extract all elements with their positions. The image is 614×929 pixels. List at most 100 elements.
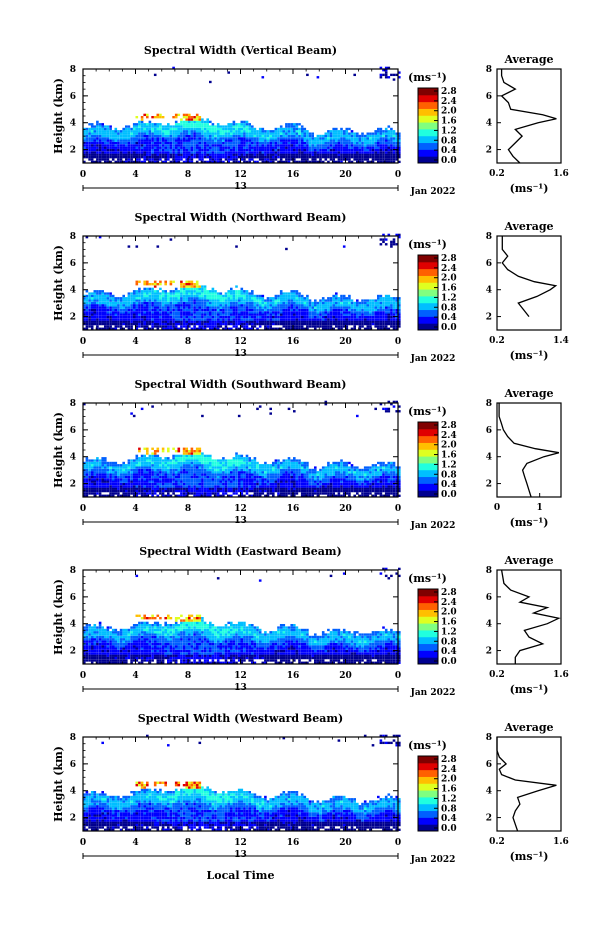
heatmap-cell — [232, 318, 236, 321]
heatmap-cell — [240, 306, 244, 309]
heatmap-cell — [135, 315, 139, 319]
heatmap-cell — [198, 485, 202, 488]
heatmap-cell — [209, 489, 212, 493]
heatmap-cell — [232, 292, 236, 295]
heatmap-cell — [148, 306, 152, 309]
heatmap-cell — [395, 141, 398, 145]
heatmap-cell — [235, 285, 238, 288]
heatmap-cell — [138, 492, 141, 495]
heatmap-cell — [127, 320, 131, 323]
heatmap-cell — [182, 311, 186, 314]
heatmap-cell — [269, 132, 272, 135]
heatmap-cell — [214, 478, 217, 481]
heatmap-cell — [235, 134, 238, 138]
heatmap-cell — [350, 146, 354, 149]
heatmap-cell — [329, 134, 333, 138]
x-tick-label: 4 — [132, 170, 138, 180]
heatmap-cell — [379, 158, 383, 161]
heatmap-cell — [340, 134, 343, 138]
heatmap-cell — [290, 137, 293, 140]
heatmap-cell — [138, 130, 141, 133]
heatmap-cell — [114, 473, 118, 476]
heatmap-cell — [114, 297, 118, 300]
heatmap-cell — [219, 156, 223, 159]
heatmap-cell — [198, 318, 202, 321]
heatmap-cell — [83, 297, 86, 300]
heatmap-cell — [395, 137, 398, 140]
heatmap-cell — [151, 306, 154, 309]
heatmap-cell — [85, 148, 89, 152]
heatmap-cell — [122, 144, 125, 147]
heatmap-cell — [140, 454, 144, 458]
heatmap-cell — [90, 139, 94, 142]
y-axis-label: Height (km) — [52, 78, 65, 154]
heatmap-cell — [146, 447, 149, 450]
heatmap-cell — [277, 141, 280, 145]
heatmap-cell — [143, 283, 146, 286]
heatmap-cell — [245, 299, 249, 302]
heatmap-cell — [111, 489, 115, 493]
heatmap-cell — [211, 287, 215, 291]
heatmap-cell — [251, 137, 254, 140]
heatmap-cell — [182, 322, 186, 326]
heatmap-cell — [106, 299, 110, 302]
heatmap-cell — [232, 127, 236, 131]
heatmap-cell — [185, 464, 188, 467]
heatmap-cell — [159, 315, 162, 319]
heatmap-cell — [214, 311, 217, 314]
heatmap-cell — [90, 306, 94, 309]
heatmap-cell — [287, 325, 291, 328]
heatmap-cell — [350, 299, 354, 302]
heatmap-cell — [135, 311, 139, 314]
heatmap-cell — [119, 139, 123, 142]
heatmap-cell — [159, 151, 162, 154]
heatmap-cell — [85, 139, 89, 142]
heatmap-cell — [387, 297, 391, 300]
heatmap-cell — [251, 322, 254, 326]
heatmap-cell — [96, 299, 99, 302]
heatmap-cell — [88, 146, 91, 149]
heatmap-cell — [209, 482, 212, 486]
heatmap-cell — [264, 153, 267, 156]
heatmap-cell — [384, 69, 388, 72]
heatmap-cell — [311, 318, 314, 321]
heatmap-cell — [135, 299, 139, 302]
heatmap-cell — [235, 322, 238, 326]
heatmap-cell — [169, 299, 173, 302]
heatmap-cell — [172, 299, 175, 302]
heatmap-cell — [195, 478, 199, 481]
heatmap-cell — [130, 146, 133, 149]
heatmap-cell — [382, 132, 385, 135]
heatmap-cell — [195, 457, 199, 460]
heatmap-cell — [151, 468, 154, 472]
heatmap-cell — [374, 308, 377, 312]
heatmap-cell — [135, 141, 139, 145]
heatmap-cell — [193, 450, 196, 453]
heatmap-cell — [172, 306, 175, 309]
heatmap-cell — [98, 480, 102, 483]
heatmap-cell — [337, 327, 341, 330]
heatmap-cell — [114, 132, 118, 135]
heatmap-cell — [180, 123, 183, 126]
heatmap-cell — [111, 294, 115, 298]
heatmap-cell — [395, 153, 398, 156]
heatmap-cell — [206, 304, 209, 307]
heatmap-cell — [374, 311, 377, 314]
heatmap-cell — [198, 459, 202, 462]
heatmap-cell — [203, 287, 207, 291]
heatmap-cell — [185, 454, 188, 458]
heatmap-cell — [303, 137, 307, 140]
heatmap-cell — [138, 132, 141, 135]
heatmap-cell — [379, 73, 383, 77]
heatmap-cell — [361, 134, 364, 138]
heatmap-cell — [356, 311, 359, 314]
heatmap-cell — [188, 301, 191, 305]
heatmap-cell — [390, 240, 393, 244]
heatmap-cell — [232, 325, 236, 328]
heatmap-cell — [269, 315, 272, 319]
heatmap-cell — [214, 320, 217, 323]
profile-x-tick-label: 0.2 — [489, 336, 505, 346]
heatmap-cell — [209, 290, 212, 293]
heatmap-cell — [384, 130, 388, 133]
heatmap-cell — [190, 132, 194, 135]
